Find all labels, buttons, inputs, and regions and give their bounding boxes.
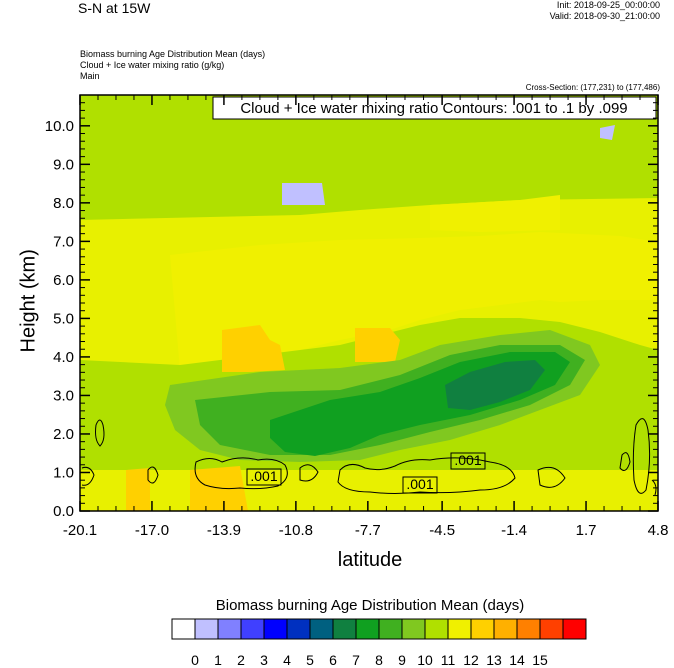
- colorbar-level-label: 14: [509, 652, 525, 668]
- contour-labels: .001 .001 .001: [246, 452, 486, 494]
- contour-label: .001: [454, 452, 481, 468]
- colorbar-level-label: 10: [417, 652, 433, 668]
- colorbar-swatch: [332, 618, 357, 640]
- contour-legend-box: [212, 96, 657, 120]
- colorbar-level-label: 0: [191, 652, 199, 668]
- y-tick-label: 4.0: [53, 349, 74, 366]
- y-tick-label: 5.0: [53, 310, 74, 327]
- init-time: Init: 2018-09-25_00:00:00: [556, 0, 660, 10]
- field-yellow-upper: [430, 195, 560, 232]
- y-axis: 0.0 1.0 2.0 3.0 4.0 5.0 6.0 7.0 8.0 9.0 10.0: [45, 94, 658, 520]
- colorbar-level-label: 9: [398, 652, 406, 668]
- contour-label-box: [402, 476, 438, 494]
- x-tick-label: -7.7: [355, 522, 381, 539]
- x-tick-label: -1.4: [501, 522, 527, 539]
- colorbar-swatch: [171, 618, 196, 640]
- x-tick-label: 1.7: [576, 522, 597, 539]
- contour-line: [619, 452, 631, 471]
- colorbar-swatch: [562, 618, 587, 640]
- colorbar-swatch: [355, 618, 380, 640]
- contour-line: [95, 419, 105, 447]
- x-axis: -20.1 -17.0 -13.9 -10.8 -7.7 -4.5 -1.4 1.7 4.8: [63, 95, 669, 539]
- field-label-domain: Main: [80, 71, 100, 81]
- contour-line: [632, 418, 651, 494]
- colorbar-swatch: [309, 618, 334, 640]
- colorbar-level-label: 5: [306, 652, 314, 668]
- x-tick-label: 4.8: [648, 522, 669, 539]
- field-orange-patch-2: [355, 328, 400, 362]
- colorbar-swatch: [217, 618, 242, 640]
- field-lavender-patch-1: [282, 183, 325, 205]
- colorbar-swatch: [470, 618, 495, 640]
- colorbar-level-label: 6: [329, 652, 337, 668]
- field-orange-patch-1: [222, 325, 285, 372]
- y-tick-label: 1.0: [53, 464, 74, 481]
- colorbar-level-label: 1: [214, 652, 222, 668]
- colorbar-swatch: [286, 618, 311, 640]
- colorbar-level-label: 4: [283, 652, 291, 668]
- plot-title: S-N at 15W: [78, 0, 151, 16]
- field-orange-patch-3: [126, 468, 150, 511]
- colorbar-title: Biomass burning Age Distribution Mean (d…: [215, 597, 525, 614]
- contour-line: [537, 466, 566, 488]
- colorbar-swatch: [424, 618, 449, 640]
- colorbar-swatch: [378, 618, 403, 640]
- contour-line: [299, 464, 319, 482]
- colorbar: 0 1 2 3 4 5 6 7 8 9 10 11 12 13 14 15: [171, 618, 587, 668]
- colorbar-level-label: 13: [486, 652, 502, 668]
- contour-label-box: [246, 468, 282, 486]
- cloud-contours: [81, 418, 657, 496]
- contour-line: [147, 466, 159, 484]
- y-axis-label: Height (km): [17, 249, 40, 353]
- x-tick-label: -20.1: [63, 522, 97, 539]
- contour-line: [194, 457, 288, 490]
- time-info: Init: 2018-09-25_00:00:00 Valid: 2018-09…: [550, 0, 660, 22]
- x-tick-label: -17.0: [135, 522, 169, 539]
- field-yellow-band: [170, 232, 658, 370]
- contour-legend-text: Cloud + Ice water mixing ratio Contours:…: [240, 100, 627, 117]
- field-green-level-7: [445, 360, 545, 410]
- x-axis-label: latitude: [337, 549, 403, 571]
- colorbar-swatch: [263, 618, 288, 640]
- contour-label: .001: [406, 476, 433, 492]
- colorbar-swatch: [447, 618, 472, 640]
- y-tick-label: 10.0: [45, 118, 74, 135]
- x-tick-label: -4.5: [429, 522, 455, 539]
- colorbar-level-label: 12: [463, 652, 479, 668]
- contour-line: [651, 479, 657, 496]
- heatmap-field: [80, 95, 658, 511]
- field-label-biomass: Biomass burning Age Distribution Mean (d…: [80, 49, 266, 59]
- contour-line: [81, 466, 95, 486]
- x-tick-label: -13.9: [207, 522, 241, 539]
- colorbar-level-label: 3: [260, 652, 268, 668]
- y-tick-label: 6.0: [53, 272, 74, 289]
- y-tick-label: 3.0: [53, 387, 74, 404]
- colorbar-level-label: 11: [441, 652, 456, 668]
- colorbar-swatch: [539, 618, 564, 640]
- valid-time: Valid: 2018-09-30_21:00:00: [549, 11, 660, 21]
- contour-label: .001: [250, 468, 277, 484]
- colorbar-level-label: 15: [532, 652, 548, 668]
- cross-section-label: Cross-Section: (177,231) to (177,486): [525, 83, 660, 92]
- y-tick-label: 2.0: [53, 426, 74, 443]
- colorbar-level-label: 2: [237, 652, 245, 668]
- y-tick-label: 7.0: [53, 233, 74, 250]
- colorbar-swatch: [194, 618, 219, 640]
- colorbar-swatch: [516, 618, 541, 640]
- colorbar-swatch: [493, 618, 518, 640]
- x-tick-label: -10.8: [279, 522, 313, 539]
- y-tick-label: 0.0: [53, 503, 74, 520]
- y-tick-label: 8.0: [53, 195, 74, 212]
- colorbar-level-label: 7: [352, 652, 360, 668]
- colorbar-level-label: 8: [375, 652, 383, 668]
- colorbar-swatch: [240, 618, 265, 640]
- contour-line: [337, 457, 516, 494]
- contour-label-box: [450, 452, 486, 470]
- y-tick-label: 9.0: [53, 156, 74, 173]
- field-lavender-patch-2: [600, 125, 615, 140]
- field-label-cloud: Cloud + Ice water mixing ratio (g/kg): [80, 60, 225, 70]
- colorbar-swatch: [401, 618, 426, 640]
